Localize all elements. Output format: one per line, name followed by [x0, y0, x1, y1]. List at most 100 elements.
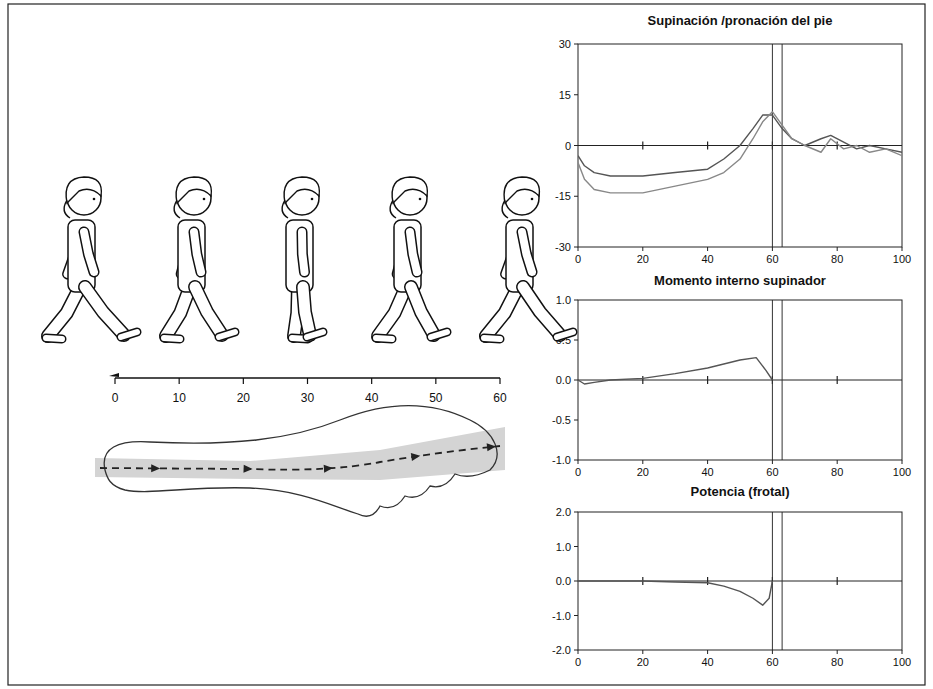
event-line [782, 512, 783, 650]
limb [195, 287, 222, 335]
foot-marker [109, 373, 119, 377]
chart-panel: Potencia (frotal)020406080100-2.0-1.00.0… [552, 484, 911, 668]
limb-outline [557, 332, 573, 337]
y-tick-label: -2.0 [552, 644, 571, 656]
gait-tick-label: 0 [112, 391, 119, 405]
hair [392, 177, 427, 203]
limb-outline [48, 287, 80, 336]
x-tick [837, 650, 838, 654]
gait-tick-label: 50 [429, 391, 443, 405]
x-tick [642, 247, 643, 251]
limb [307, 332, 323, 337]
zero-line-tick [642, 376, 643, 384]
limb [85, 287, 124, 335]
x-tick [772, 247, 773, 251]
zero-line-tick [642, 142, 643, 150]
eye [93, 198, 96, 201]
cop-arrow [151, 464, 160, 472]
y-tick [574, 615, 578, 616]
cop-arrow [487, 442, 497, 451]
gait-tick-label: 30 [301, 391, 315, 405]
hair-back [282, 200, 288, 218]
gait-axis: 0102030405060 [109, 373, 507, 405]
zero-line-tick [837, 376, 838, 384]
limb-outline [219, 332, 235, 337]
y-tick [574, 460, 578, 461]
event-line [772, 44, 773, 247]
limb-outline [121, 332, 137, 337]
gait-tick-label: 10 [172, 391, 186, 405]
gait-tick-label: 60 [493, 391, 507, 405]
x-tick [707, 247, 708, 251]
y-tick [574, 145, 578, 146]
limb [410, 232, 417, 272]
plot-frame [578, 512, 902, 650]
y-tick-label: -15 [555, 190, 571, 202]
gait-tick [114, 378, 115, 384]
limb-outline [484, 338, 500, 339]
series-group [578, 358, 772, 384]
y-tick [574, 512, 578, 513]
zero-line-tick [707, 142, 708, 150]
zero-line-tick [707, 376, 708, 384]
gait-tick [435, 378, 436, 384]
limb-outline [523, 287, 560, 335]
limb [376, 338, 392, 339]
hair [284, 177, 319, 203]
figure: Supinación /pronación del pie02040608010… [0, 0, 933, 689]
x-tick [772, 460, 773, 464]
x-tick [578, 247, 579, 251]
y-tick-label: -0.5 [552, 414, 571, 426]
y-tick [574, 340, 578, 341]
y-tick-label: -30 [555, 241, 571, 253]
limb-outline [46, 338, 62, 339]
limb [523, 287, 560, 335]
cop-band [95, 427, 505, 480]
limb [378, 287, 406, 336]
event-line [782, 300, 783, 460]
x-tick-label: 40 [701, 253, 713, 265]
limb-outline [195, 287, 222, 335]
limb [431, 332, 447, 337]
limb-outline [164, 338, 180, 339]
hair [504, 177, 539, 203]
series-line [578, 581, 772, 605]
chart-title: Potencia (frotal) [691, 484, 790, 499]
x-tick-label: 60 [766, 466, 778, 478]
child-figure [376, 177, 447, 339]
gait-tick [307, 378, 308, 384]
y-tick [574, 380, 578, 381]
chart-panel: Momento interno supinador020406080100-1.… [552, 273, 911, 478]
chart-title: Momento interno supinador [654, 273, 826, 288]
y-tick-label: 1.0 [556, 294, 571, 306]
limb [84, 232, 94, 272]
y-tick [574, 546, 578, 547]
x-tick-label: 40 [701, 466, 713, 478]
event-line [782, 44, 783, 247]
x-tick-label: 80 [831, 466, 843, 478]
series-line [578, 112, 902, 193]
limb-outline [303, 287, 310, 335]
gait-tick-label: 20 [237, 391, 251, 405]
gait-tick [499, 378, 500, 384]
y-tick [574, 44, 578, 45]
foot-outline [104, 406, 497, 516]
zero-line-tick [707, 577, 708, 585]
y-tick-label: 0.0 [556, 575, 571, 587]
x-tick-label: 100 [893, 656, 911, 668]
x-tick-label: 60 [766, 253, 778, 265]
gait-tick [243, 378, 244, 384]
limb [166, 287, 190, 336]
limb [486, 287, 518, 336]
y-tick [574, 94, 578, 95]
x-tick [902, 460, 903, 464]
x-tick [707, 650, 708, 654]
cop-path [100, 446, 500, 470]
limb [219, 332, 235, 337]
gait-tick [371, 378, 372, 384]
limb-outline [376, 338, 392, 339]
limb-outline [85, 287, 124, 335]
limb [557, 332, 573, 337]
series-line [578, 358, 772, 384]
y-tick-label: 1.0 [556, 541, 571, 553]
